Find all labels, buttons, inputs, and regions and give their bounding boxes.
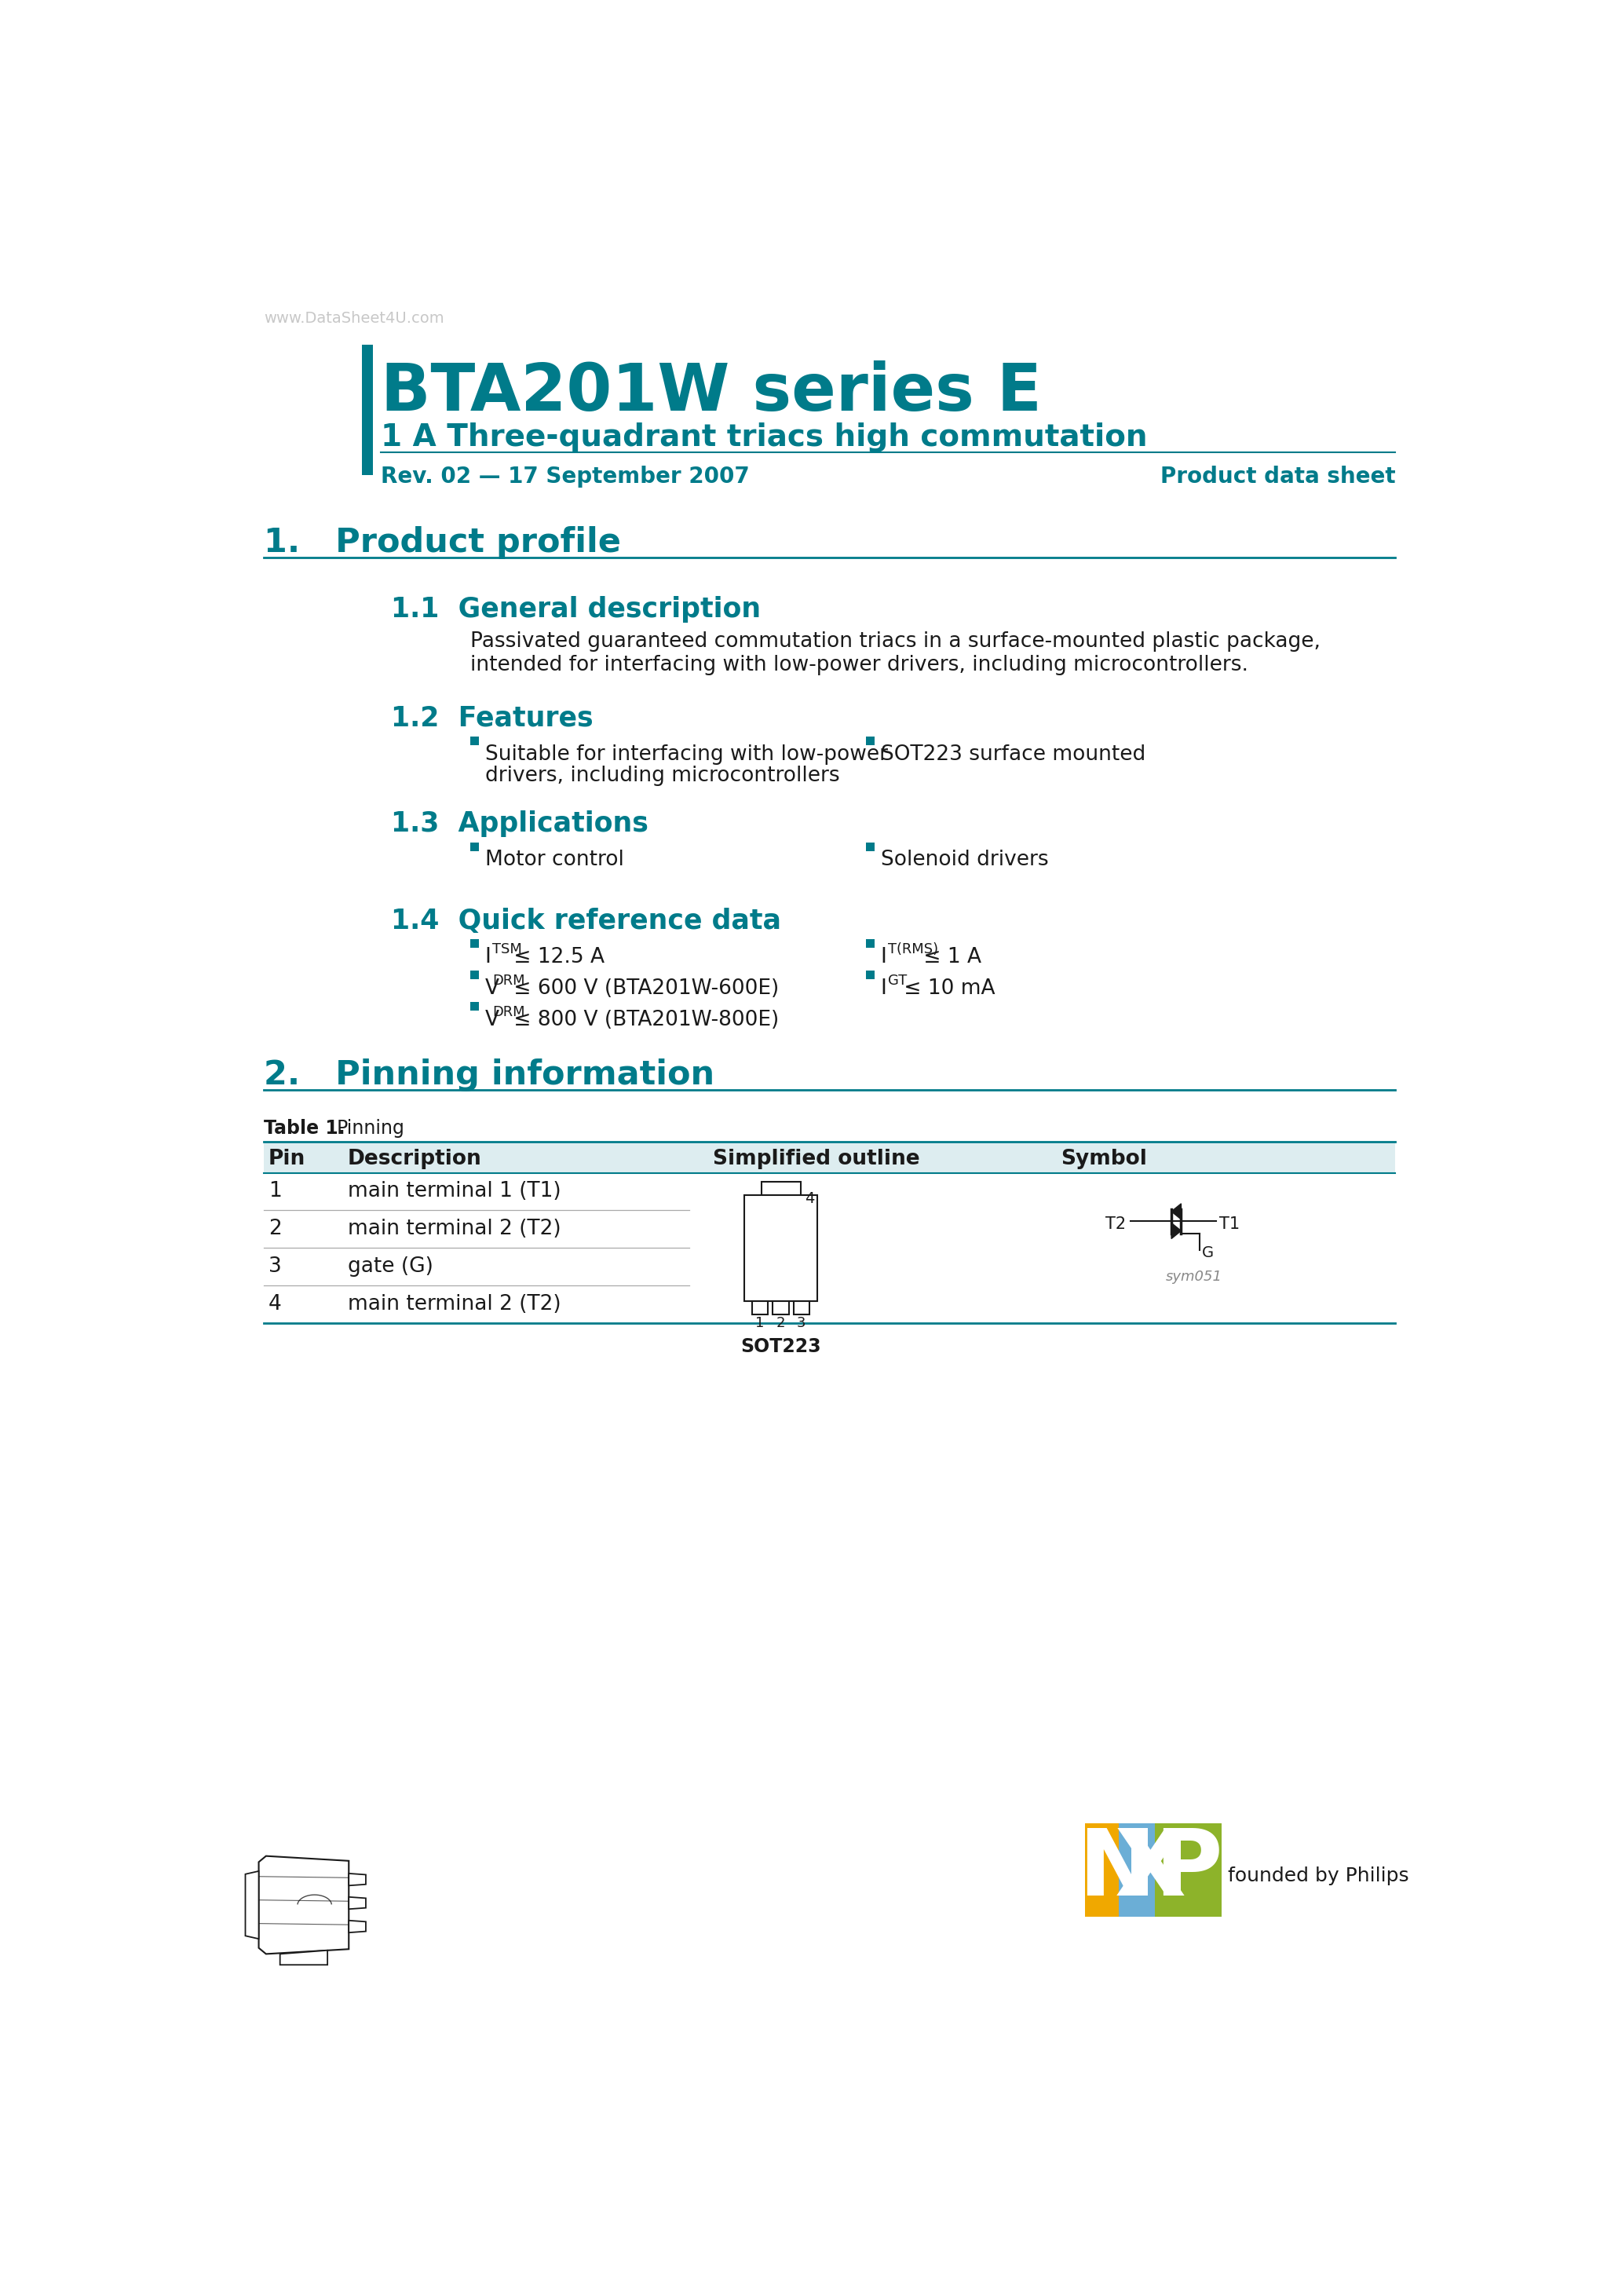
Text: DRM: DRM xyxy=(491,974,526,987)
Text: Passivated guaranteed commutation triacs in a surface-mounted plastic package,: Passivated guaranteed commutation triacs… xyxy=(470,631,1320,652)
Text: intended for interfacing with low-power drivers, including microcontrollers.: intended for interfacing with low-power … xyxy=(470,654,1249,675)
Text: Rev. 02 — 17 September 2007: Rev. 02 — 17 September 2007 xyxy=(381,466,749,489)
Text: T(RMS): T(RMS) xyxy=(887,941,938,957)
Text: Pinning: Pinning xyxy=(337,1118,406,1139)
Text: 1.3  Applications: 1.3 Applications xyxy=(391,810,649,838)
Polygon shape xyxy=(260,1855,349,1954)
Bar xyxy=(866,939,874,948)
Text: 1 A Three-quadrant triacs high commutation: 1 A Three-quadrant triacs high commutati… xyxy=(381,422,1147,452)
Bar xyxy=(1119,1823,1182,1917)
Text: P: P xyxy=(1155,1825,1223,1915)
Text: BTA201W series E: BTA201W series E xyxy=(381,360,1041,425)
Text: ≤ 10 mA: ≤ 10 mA xyxy=(897,978,996,999)
Bar xyxy=(866,971,874,980)
Text: main terminal 1 (T1): main terminal 1 (T1) xyxy=(347,1180,561,1201)
Text: 2: 2 xyxy=(269,1219,282,1240)
Polygon shape xyxy=(281,1949,328,1965)
Polygon shape xyxy=(349,1896,367,1908)
Text: Description: Description xyxy=(347,1148,482,1169)
Text: SOT223: SOT223 xyxy=(741,1336,821,1357)
Polygon shape xyxy=(245,1871,260,1938)
Text: I: I xyxy=(485,946,491,967)
Text: Solenoid drivers: Solenoid drivers xyxy=(881,850,1048,870)
Text: Simplified outline: Simplified outline xyxy=(712,1148,920,1169)
Text: I: I xyxy=(881,946,887,967)
Bar xyxy=(753,1302,767,1313)
Text: Suitable for interfacing with low-power: Suitable for interfacing with low-power xyxy=(485,744,887,765)
Bar xyxy=(470,971,478,980)
Bar xyxy=(470,737,478,746)
Text: 2: 2 xyxy=(777,1316,785,1329)
Text: 4: 4 xyxy=(269,1293,282,1313)
Text: Table 1.: Table 1. xyxy=(264,1118,345,1139)
Text: sym051: sym051 xyxy=(1165,1270,1221,1283)
Bar xyxy=(470,939,478,948)
Text: founded by Philips: founded by Philips xyxy=(1228,1867,1410,1885)
Text: I: I xyxy=(881,978,887,999)
Text: ≤ 800 V (BTA201W-800E): ≤ 800 V (BTA201W-800E) xyxy=(506,1010,779,1031)
Text: N: N xyxy=(1079,1825,1155,1915)
Text: T1: T1 xyxy=(1220,1217,1239,1233)
Bar xyxy=(793,1302,809,1313)
Text: ≤ 1 A: ≤ 1 A xyxy=(916,946,981,967)
Text: DRM: DRM xyxy=(491,1006,526,1019)
Text: G: G xyxy=(1202,1244,1213,1261)
Text: drivers, including microcontrollers: drivers, including microcontrollers xyxy=(485,767,840,785)
Text: gate (G): gate (G) xyxy=(347,1256,433,1277)
Text: 3: 3 xyxy=(269,1256,282,1277)
Text: 1: 1 xyxy=(269,1180,282,1201)
Text: SOT223 surface mounted: SOT223 surface mounted xyxy=(881,744,1145,765)
Bar xyxy=(1085,1823,1192,1917)
Bar xyxy=(470,1003,478,1010)
Text: 1: 1 xyxy=(756,1316,764,1329)
Polygon shape xyxy=(349,1874,367,1885)
Text: 3: 3 xyxy=(796,1316,806,1329)
Text: T2: T2 xyxy=(1105,1217,1126,1233)
Text: Product data sheet: Product data sheet xyxy=(1160,466,1395,489)
Text: main terminal 2 (T2): main terminal 2 (T2) xyxy=(347,1293,561,1313)
Bar xyxy=(362,344,373,475)
Text: 1.1  General description: 1.1 General description xyxy=(391,597,761,622)
Text: 1.   Product profile: 1. Product profile xyxy=(264,526,621,560)
Polygon shape xyxy=(349,1919,367,1933)
Text: 4: 4 xyxy=(805,1192,814,1205)
Bar xyxy=(1155,1823,1221,1917)
Bar xyxy=(866,843,874,852)
Text: V: V xyxy=(485,1010,500,1031)
Text: 1.4  Quick reference data: 1.4 Quick reference data xyxy=(391,907,782,934)
Text: Symbol: Symbol xyxy=(1061,1148,1147,1169)
Bar xyxy=(744,1196,817,1302)
Text: 1.2  Features: 1.2 Features xyxy=(391,705,594,732)
Text: ≤ 12.5 A: ≤ 12.5 A xyxy=(506,946,605,967)
Text: X: X xyxy=(1114,1825,1186,1915)
Text: Motor control: Motor control xyxy=(485,850,624,870)
Text: GT: GT xyxy=(887,974,907,987)
Polygon shape xyxy=(1171,1203,1181,1219)
Text: main terminal 2 (T2): main terminal 2 (T2) xyxy=(347,1219,561,1240)
Polygon shape xyxy=(1171,1224,1181,1238)
Text: www.DataSheet4U.com: www.DataSheet4U.com xyxy=(264,310,444,326)
Bar xyxy=(772,1302,788,1313)
Text: V: V xyxy=(485,978,500,999)
Text: Pin: Pin xyxy=(269,1148,305,1169)
Bar xyxy=(264,1141,1395,1173)
Bar xyxy=(761,1182,801,1196)
Text: 2.   Pinning information: 2. Pinning information xyxy=(264,1058,714,1091)
Text: TSM: TSM xyxy=(491,941,522,957)
Text: ≤ 600 V (BTA201W-600E): ≤ 600 V (BTA201W-600E) xyxy=(506,978,779,999)
Bar xyxy=(470,843,478,852)
Bar xyxy=(866,737,874,746)
